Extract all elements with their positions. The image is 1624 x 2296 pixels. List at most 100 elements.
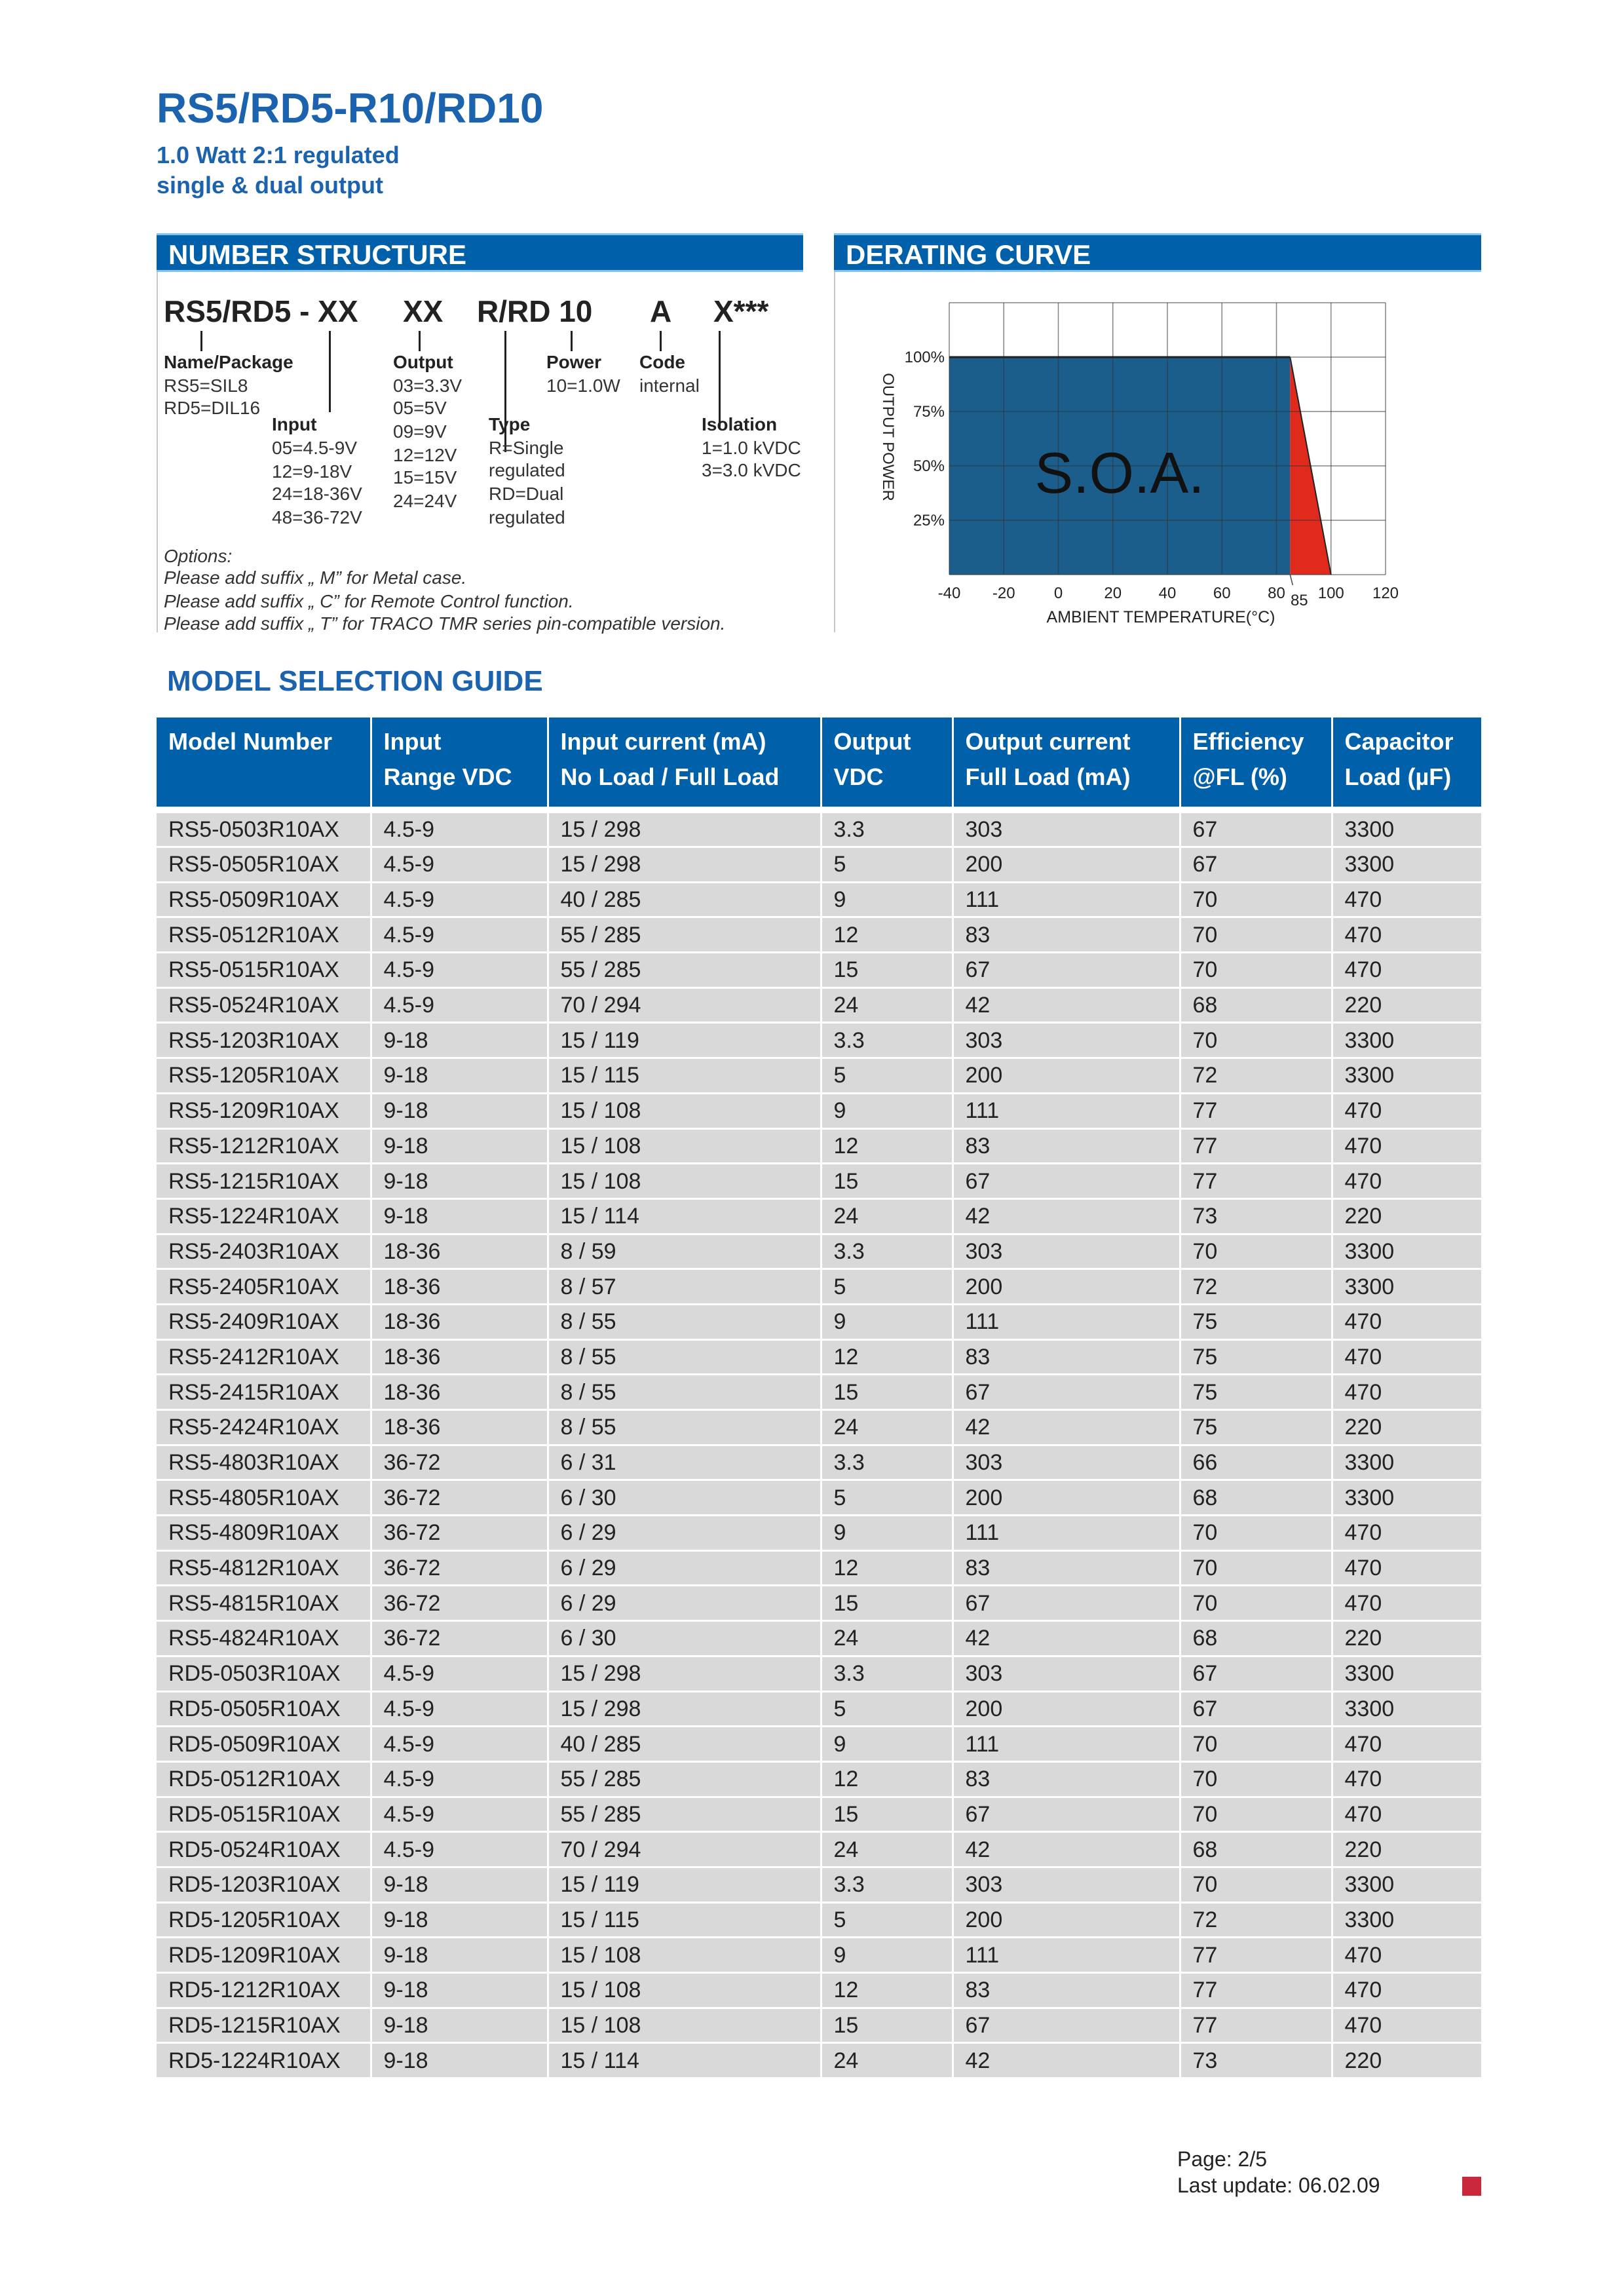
- table-row: RD5-0509R10AX 4.5-9 40 / 285 9 111 70 470: [157, 1726, 1481, 1763]
- code-part-series: RS5/RD5 - XX: [164, 294, 358, 328]
- table-cell: 55 / 285: [548, 917, 822, 954]
- table-row: RD5-1215R10AX 9-18 15 / 108 15 67 77 470: [157, 2008, 1481, 2044]
- table-cell: 66: [1180, 1445, 1333, 1482]
- table-cell: 6 / 29: [548, 1550, 822, 1587]
- table-row: RS5-4815R10AX 36-72 6 / 29 15 67 70 470: [157, 1585, 1481, 1622]
- table-cell: 3300: [1332, 847, 1481, 883]
- table-cell: 9-18: [371, 1902, 549, 1939]
- table-cell: 42: [953, 1409, 1181, 1446]
- table-cell: RS5-2405R10AX: [157, 1269, 372, 1305]
- table-cell: 12: [821, 1550, 954, 1587]
- table-cell: 15 / 298: [548, 847, 822, 883]
- table-cell: 220: [1332, 1620, 1481, 1657]
- table-row: RS5-4809R10AX 36-72 6 / 29 9 111 70 470: [157, 1515, 1481, 1552]
- name-package-value: RS5=SIL8: [164, 375, 248, 396]
- table-cell: 9-18: [371, 1022, 549, 1060]
- table-cell: 3300: [1332, 1480, 1481, 1517]
- model-selection-table: Model Number Input Range VDC Input current…: [157, 718, 1481, 2080]
- input-value: 12=9-18V: [272, 461, 352, 482]
- table-cell: 12: [821, 1339, 954, 1376]
- table-cell: 42: [953, 1198, 1181, 1235]
- table-cell: 42: [953, 1620, 1181, 1657]
- table-cell: 70: [1180, 1585, 1333, 1622]
- column-header: Output current Full Load (mA): [953, 718, 1181, 813]
- table-row: RS5-4803R10AX 36-72 6 / 31 3.3 303 66 3300: [157, 1445, 1481, 1482]
- output-value: 24=24V: [393, 491, 457, 511]
- table-cell: 3300: [1332, 1058, 1481, 1094]
- table-row: RS5-2409R10AX 18-36 8 / 55 9 111 75 470: [157, 1304, 1481, 1341]
- y-tick-label: 50%: [913, 457, 945, 475]
- table-cell: 3300: [1332, 1691, 1481, 1728]
- output-value: 15=15V: [393, 467, 457, 488]
- table-cell: RD5-1224R10AX: [157, 2042, 372, 2080]
- table-cell: 4.5-9: [371, 1726, 549, 1763]
- table-cell: 15 / 115: [548, 1902, 822, 1939]
- table-cell: 15: [821, 1163, 954, 1200]
- x-tick-label: 0: [1054, 584, 1063, 602]
- table-cell: RS5-0509R10AX: [157, 882, 372, 919]
- table-cell: 42: [953, 987, 1181, 1024]
- panel-divider: [157, 272, 158, 632]
- connector-line: [719, 331, 721, 429]
- table-cell: 9-18: [371, 1163, 549, 1200]
- column-header-line: Input current (mA): [560, 728, 766, 755]
- table-cell: 303: [953, 1656, 1181, 1693]
- table-cell: 4.5-9: [371, 952, 549, 989]
- table-cell: 220: [1332, 1198, 1481, 1235]
- table-cell: 200: [953, 1058, 1181, 1094]
- table-cell: 12: [821, 1128, 954, 1165]
- column-header-line: No Load / Full Load: [560, 763, 780, 790]
- table-cell: 36-72: [371, 1480, 549, 1517]
- table-cell: 15: [821, 952, 954, 989]
- input-value: 48=36-72V: [272, 507, 362, 527]
- column-header: Capacitor Load (µF): [1332, 718, 1481, 813]
- connector-line: [419, 331, 421, 351]
- table-cell: 15 / 114: [548, 2042, 822, 2080]
- table-row: RD5-1224R10AX 9-18 15 / 114 24 42 73 220: [157, 2042, 1481, 2080]
- table-cell: 111: [953, 1515, 1181, 1552]
- table-cell: 70: [1180, 882, 1333, 919]
- table-cell: 3300: [1332, 1867, 1481, 1904]
- x-tick-label: -40: [938, 584, 961, 602]
- table-cell: 24: [821, 987, 954, 1024]
- table-cell: 42: [953, 2042, 1181, 2080]
- table-cell: 70: [1180, 1234, 1333, 1271]
- table-row: RS5-1212R10AX 9-18 15 / 108 12 83 77 470: [157, 1128, 1481, 1165]
- table-cell: 470: [1332, 917, 1481, 954]
- subtitle-line-2: single & dual output: [157, 172, 383, 199]
- column-header: Efficiency @FL (%): [1180, 718, 1333, 813]
- table-row: RS5-0503R10AX 4.5-9 15 / 298 3.3 303 67 3300: [157, 810, 1481, 848]
- table-cell: RS5-1209R10AX: [157, 1093, 372, 1130]
- table-cell: RS5-0512R10AX: [157, 917, 372, 954]
- curve-line: [1289, 356, 1332, 575]
- table-row: RS5-1224R10AX 9-18 15 / 114 24 42 73 220: [157, 1198, 1481, 1235]
- table-cell: 220: [1332, 2042, 1481, 2080]
- table-cell: 70: [1180, 1761, 1333, 1798]
- table-cell: 83: [953, 1339, 1181, 1376]
- table-row: RS5-0512R10AX 4.5-9 55 / 285 12 83 70 470: [157, 917, 1481, 954]
- table-row: RD5-1205R10AX 9-18 15 / 115 5 200 72 3300: [157, 1902, 1481, 1939]
- table-row: RS5-0509R10AX 4.5-9 40 / 285 9 111 70 470: [157, 882, 1481, 919]
- table-cell: 36-72: [371, 1620, 549, 1657]
- column-header: Model Number: [157, 718, 372, 813]
- table-row: RS5-2424R10AX 18-36 8 / 55 24 42 75 220: [157, 1409, 1481, 1446]
- table-cell: RD5-0512R10AX: [157, 1761, 372, 1798]
- table-cell: 5: [821, 1480, 954, 1517]
- table-cell: 3.3: [821, 1656, 954, 1693]
- table-cell: 15 / 108: [548, 2008, 822, 2044]
- table-cell: 9: [821, 1937, 954, 1974]
- table-cell: 9-18: [371, 1093, 549, 1130]
- table-cell: 15 / 108: [548, 1972, 822, 2009]
- table-header-row: Model Number Input Range VDC Input current…: [157, 718, 1481, 813]
- derating-chart: -40 -20 0 20 40 60 80 100 120 85 25% 50% 75% 100% AMBI…: [879, 302, 1399, 626]
- page-title: RS5/RD5-R10/RD10: [157, 85, 544, 132]
- table-cell: 75: [1180, 1304, 1333, 1341]
- table-cell: 4.5-9: [371, 882, 549, 919]
- table-cell: 470: [1332, 1972, 1481, 2009]
- table-cell: 83: [953, 1128, 1181, 1165]
- connector-line: [329, 331, 331, 412]
- table-cell: 70: [1180, 1867, 1333, 1904]
- table-cell: 70: [1180, 1726, 1333, 1763]
- table-cell: 4.5-9: [371, 987, 549, 1024]
- table-cell: 470: [1332, 1304, 1481, 1341]
